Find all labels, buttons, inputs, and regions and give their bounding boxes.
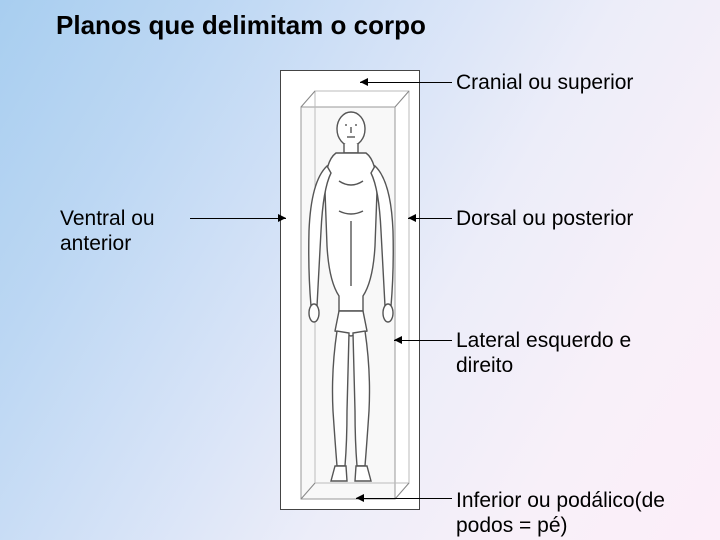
label-dorsal: Dorsal ou posterior <box>456 206 633 231</box>
label-lateral: Lateral esquerdo edireito <box>456 328 631 378</box>
arrow-head-left-icon <box>408 214 416 222</box>
arrow-line <box>360 82 452 83</box>
arrow-head-right-icon <box>278 214 286 222</box>
arrow-line <box>394 340 452 341</box>
arrow-head-left-icon <box>360 78 368 86</box>
body-figure <box>280 70 420 510</box>
body-svg <box>281 71 421 511</box>
arrow-line <box>190 218 286 219</box>
arrow-head-left-icon <box>356 494 364 502</box>
arrow-head-left-icon <box>394 336 402 344</box>
label-ventral: Ventral ouanterior <box>60 206 155 256</box>
label-inferior: Inferior ou podálico(depodos = pé) <box>456 488 665 538</box>
label-cranial: Cranial ou superior <box>456 70 633 95</box>
page-title: Planos que delimitam o corpo <box>56 10 426 41</box>
arrow-line <box>356 498 452 499</box>
